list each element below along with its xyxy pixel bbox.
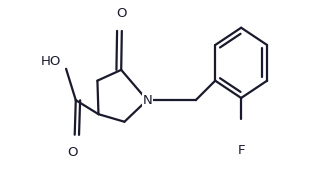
Text: HO: HO [40, 55, 61, 68]
Text: N: N [142, 94, 152, 107]
Text: O: O [117, 7, 127, 20]
Text: F: F [237, 144, 245, 157]
Text: O: O [67, 146, 78, 159]
